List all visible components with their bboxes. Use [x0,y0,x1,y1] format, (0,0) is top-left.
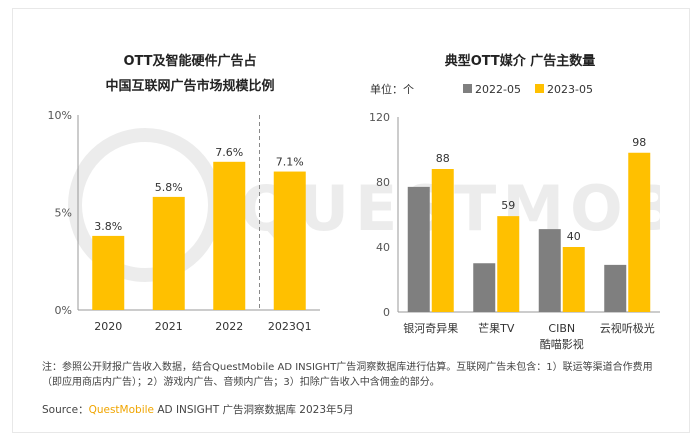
left-bar-2023Q1 [273,171,306,310]
legend-label-2022-05: 2022-05 [475,83,521,96]
right-bar-2022-05 [473,263,496,312]
right-y-tick-label: 120 [369,111,390,124]
right-bar-2022-05 [407,186,430,312]
right-bar-value-label: 40 [567,230,581,243]
left-bar-2020 [92,235,125,310]
left-x-tick-label: 2023Q1 [268,320,312,333]
left-x-tick-label: 2021 [155,320,183,333]
source-brand: QuestMobile [88,404,154,416]
report-card [12,8,690,433]
legend-swatch-2022-05 [463,84,472,93]
right-bar-value-label: 98 [632,136,646,149]
right-x-tick-label: 芒果TV [478,322,515,335]
right-unit-label: 单位：个 [370,82,414,96]
right-bar-value-label: 59 [501,199,515,212]
right-bar-value-label: 88 [436,152,450,165]
left-bar-2021 [152,196,185,310]
legend-label-2023-05: 2023-05 [547,83,593,96]
left-x-tick-label: 2020 [94,320,122,333]
right-x-tick-label: CIBN [548,322,575,335]
left-x-tick-label: 2022 [215,320,243,333]
right-y-tick-label: 80 [376,176,390,189]
left-y-tick-label: 0% [55,304,72,317]
source-line: Source：QuestMobile AD INSIGHT 广告洞察数据库 20… [42,402,354,417]
legend-swatch-2023-05 [535,84,544,93]
right-x-tick-label: 云视听极光 [600,321,655,335]
left-y-tick-label: 5% [55,207,72,220]
right-bar-2022-05 [538,229,561,312]
source-prefix: Source： [42,404,89,416]
right-bar-2023-05 [497,216,520,312]
left-chart-title-line2: 中国互联网广告市场规模比例 [105,79,275,94]
right-bar-2023-05 [562,247,585,312]
right-chart-title: 典型OTT媒介 广告主数量 [444,54,596,69]
left-bar-value-label: 7.6% [215,146,243,159]
left-chart-title: OTT及智能硬件广告占 中国互联网广告市场规模比例 [40,50,340,94]
right-x-tick-label: 酷喵影视 [540,337,584,351]
right-y-tick-label: 0 [383,306,390,319]
left-chart-title-line1: OTT及智能硬件广告占 [123,54,257,69]
right-y-tick-label: 40 [376,241,390,254]
source-rest: AD INSIGHT 广告洞察数据库 2023年5月 [154,404,354,416]
right-bar-2022-05 [604,264,627,312]
right-bar-2023-05 [628,152,651,312]
right-x-tick-label: 银河奇异果 [403,321,458,335]
left-y-tick-label: 10% [48,109,72,122]
left-bar-value-label: 3.8% [94,220,122,233]
left-bar-2022 [213,161,246,310]
left-bar-value-label: 7.1% [276,156,304,169]
left-bar-value-label: 5.8% [155,181,183,194]
footnote: 注：参照公开财报广告收入数据，结合QuestMobile AD INSIGHT广… [42,362,653,388]
right-bar-2023-05 [431,169,454,312]
